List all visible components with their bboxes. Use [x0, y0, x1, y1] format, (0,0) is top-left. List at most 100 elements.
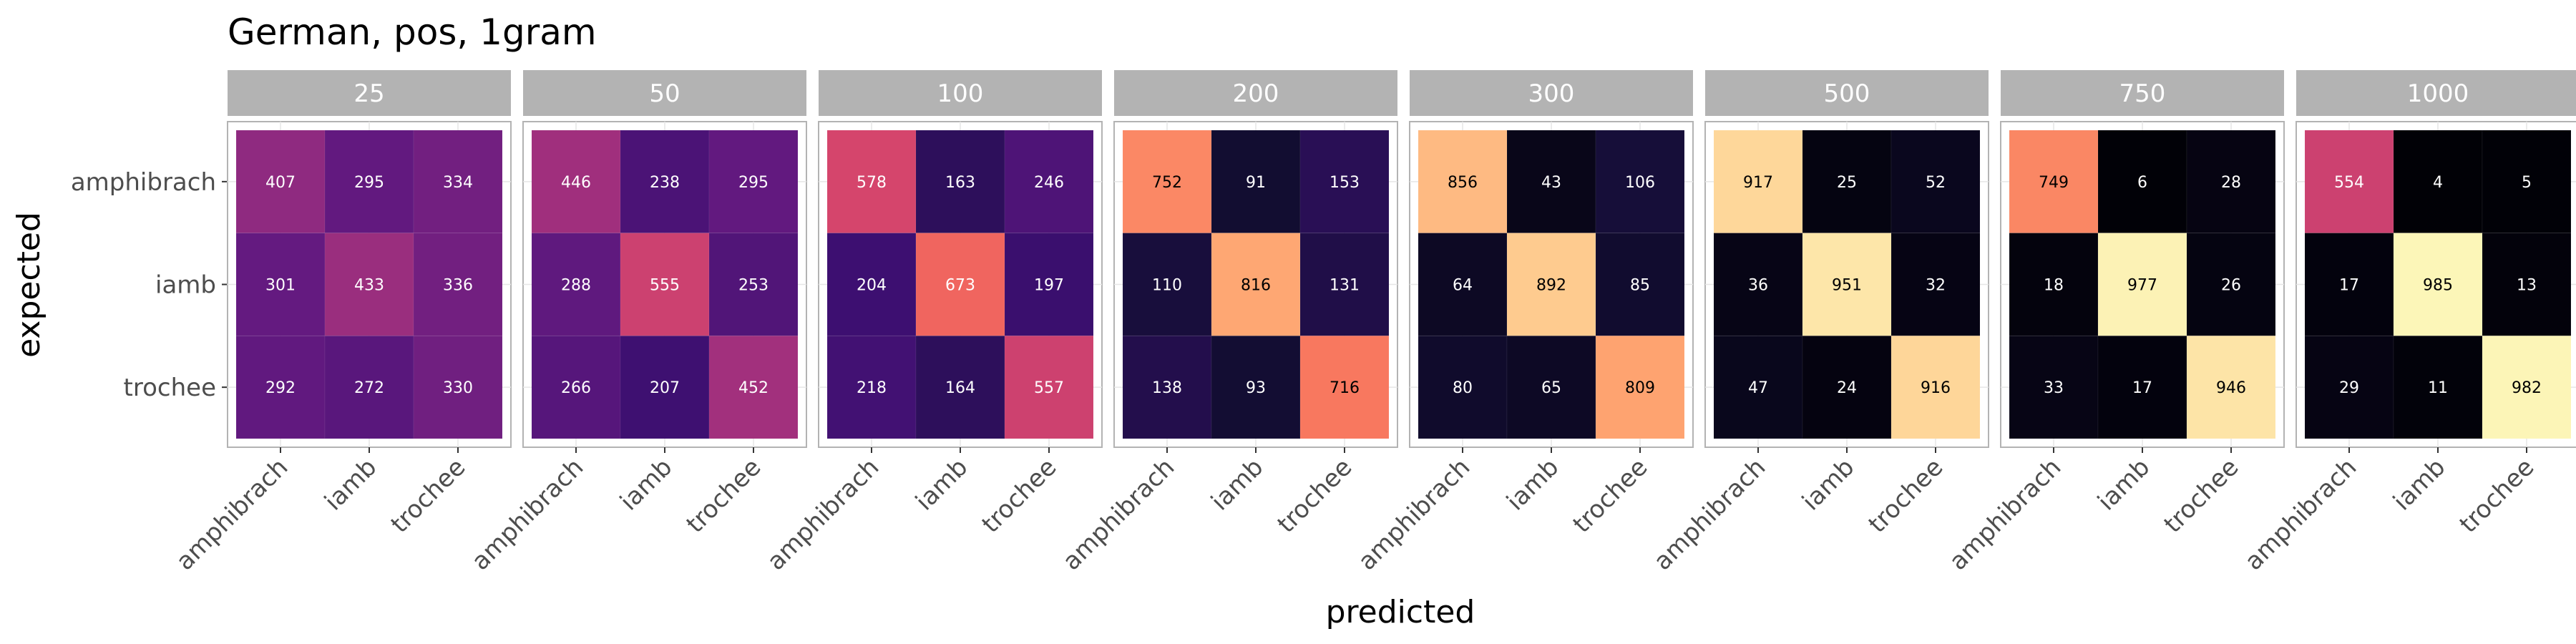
facet-strip-label: 50: [649, 79, 680, 108]
cell-value-label: 25: [1837, 174, 1857, 192]
cell-value-label: 554: [2334, 174, 2364, 192]
y-tick-label-trochee: trochee: [124, 374, 216, 402]
heatmap-cell: [708, 233, 799, 336]
cell-value-label: 816: [1241, 277, 1271, 295]
cell-value-label: 131: [1330, 277, 1360, 295]
cell-value-label: 64: [1453, 277, 1473, 295]
cell-value-label: 288: [561, 277, 591, 295]
heatmap-cell: [531, 130, 621, 234]
cell-value-label: 330: [443, 379, 473, 397]
heatmap-cell: [413, 233, 503, 336]
facet-panel-200: 200 752 91 153 110 816 131 138 93 716 amphibrach ia…: [1057, 70, 1398, 576]
heatmap-cell: [2393, 335, 2483, 439]
cell-value-label: 301: [265, 277, 296, 295]
facet-strip-label: 25: [353, 79, 384, 108]
x-tick-label-iamb: iamb: [910, 453, 973, 516]
heatmap-cell: [1506, 130, 1596, 234]
x-tick-label-iamb: iamb: [319, 453, 382, 516]
facet-strip: [523, 70, 806, 116]
cell-value-label: 13: [2517, 277, 2537, 295]
cell-value-label: 749: [2039, 174, 2069, 192]
heatmap-cell: [1418, 130, 1508, 234]
facet-panel-300: 300 856 43 106 64 892 85 80 65 809 amphibrach iamb t…: [1352, 70, 1694, 576]
heatmap-cell: [1418, 233, 1508, 336]
heatmap-cell: [235, 335, 326, 439]
facet-strip: [1410, 70, 1693, 116]
cell-value-label: 24: [1837, 379, 1857, 397]
x-tick-label-amphibrach: amphibrach: [1057, 453, 1180, 576]
x-tick-label-trochee: trochee: [681, 453, 767, 539]
heatmap-cell: [620, 233, 710, 336]
cell-value-label: 5: [2522, 174, 2532, 192]
cell-value-label: 334: [443, 174, 473, 192]
cell-value-label: 266: [561, 379, 591, 397]
heatmap-cell: [1713, 130, 1803, 234]
heatmap-cell: [1122, 233, 1212, 336]
cell-value-label: 238: [650, 174, 680, 192]
heatmap-cell: [2482, 335, 2572, 439]
cell-value-label: 951: [1832, 277, 1862, 295]
x-tick-label-iamb: iamb: [2092, 453, 2155, 516]
cell-value-label: 292: [265, 379, 296, 397]
heatmap-cell: [708, 335, 799, 439]
heatmap-cell: [1299, 233, 1390, 336]
cell-value-label: 164: [945, 379, 975, 397]
cell-value-label: 716: [1330, 379, 1360, 397]
heatmap-cell: [2186, 233, 2276, 336]
x-tick-label-trochee: trochee: [2454, 453, 2540, 539]
cell-value-label: 336: [443, 277, 473, 295]
heatmap-cell: [2009, 335, 2099, 439]
cell-value-label: 295: [738, 174, 769, 192]
cell-value-label: 91: [1246, 174, 1266, 192]
facet-panel-500: 500 917 25 52 36 951 32 47 24 916 amphibrach iamb tr…: [1648, 70, 1989, 576]
x-tick-label-amphibrach: amphibrach: [466, 453, 589, 576]
y-tick-label-amphibrach: amphibrach: [71, 168, 216, 197]
cell-value-label: 246: [1034, 174, 1064, 192]
heatmap-cell: [1506, 233, 1596, 336]
x-tick-label-iamb: iamb: [615, 453, 678, 516]
x-tick-label-amphibrach: amphibrach: [170, 453, 293, 576]
heatmap-cell: [324, 335, 414, 439]
facet-panel-750: 750 749 6 28 18 977 26 33 17 946 amphibrach iamb tro…: [1943, 70, 2285, 576]
x-tick-label-iamb: iamb: [1501, 453, 1564, 516]
facet-strip-label: 1000: [2407, 79, 2469, 108]
heatmap-cell: [413, 130, 503, 234]
facet-strip-label: 750: [2119, 79, 2166, 108]
facet-strip-label: 300: [1528, 79, 1575, 108]
facet-strip: [228, 70, 511, 116]
heatmap-cell: [2482, 130, 2572, 234]
heatmap-cell: [1299, 130, 1390, 234]
x-tick-label-trochee: trochee: [1863, 453, 1949, 539]
cell-value-label: 946: [2216, 379, 2246, 397]
cell-value-label: 272: [354, 379, 384, 397]
cell-value-label: 578: [857, 174, 887, 192]
heatmap-cell: [2009, 233, 2099, 336]
cell-value-label: 36: [1748, 277, 1768, 295]
x-tick-label-trochee: trochee: [977, 453, 1063, 539]
heatmap-cell: [1890, 335, 1981, 439]
cell-value-label: 163: [945, 174, 975, 192]
cell-value-label: 218: [857, 379, 887, 397]
cell-value-label: 557: [1034, 379, 1064, 397]
cell-value-label: 295: [354, 174, 384, 192]
x-tick-label-trochee: trochee: [386, 453, 472, 539]
heatmap-cell: [915, 130, 1005, 234]
x-tick-label-iamb: iamb: [1206, 453, 1269, 516]
heatmap-cell: [826, 130, 917, 234]
heatmap-cell: [324, 130, 414, 234]
cell-value-label: 43: [1541, 174, 1561, 192]
heatmap-cell: [1418, 335, 1508, 439]
heatmap-cell: [1595, 335, 1685, 439]
cell-value-label: 555: [650, 277, 680, 295]
x-tick-label-trochee: trochee: [1568, 453, 1654, 539]
cell-value-label: 138: [1152, 379, 1182, 397]
facet-panel-50: 50 446 238 295 288 555 253 266 207 452 amphibrach i…: [466, 70, 807, 576]
heatmap-cell: [915, 335, 1005, 439]
heatmap-cell: [324, 233, 414, 336]
cell-value-label: 47: [1748, 379, 1768, 397]
heatmap-cell: [2097, 233, 2187, 336]
facet-strip-label: 500: [1824, 79, 1870, 108]
heatmap-cell: [2482, 233, 2572, 336]
